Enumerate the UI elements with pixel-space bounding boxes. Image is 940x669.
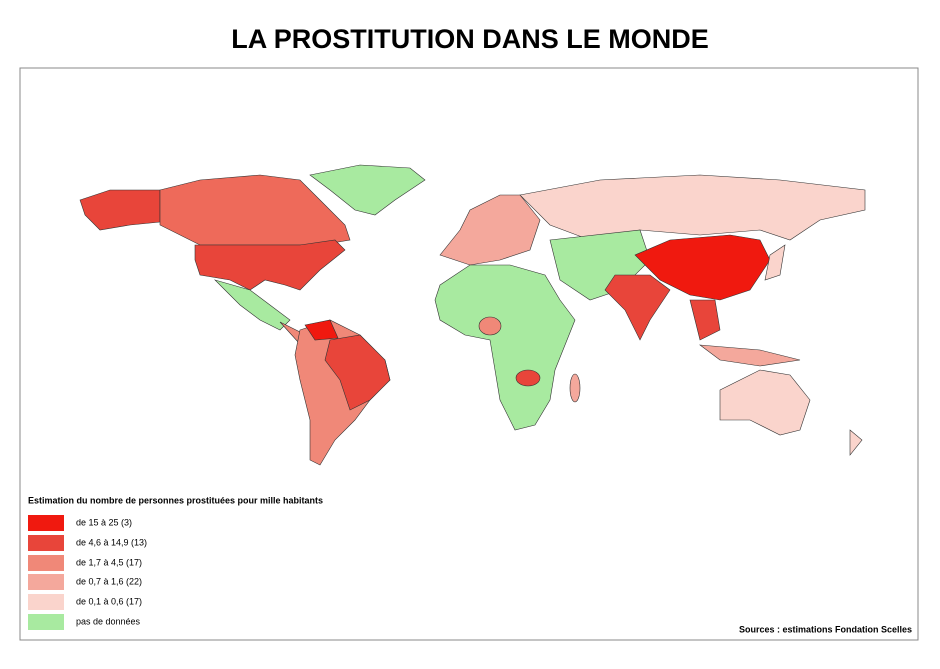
indonesia [698,344,801,367]
source: Sources : estimations Fondation Scelles [739,624,912,634]
legend-item: pas de données [76,616,141,626]
legend-title: Estimation du nombre de personnes prosti… [28,495,323,505]
legend-swatch [28,614,64,630]
southeast-asia [689,299,721,341]
legend-item: de 0,1 à 0,6 (17) [76,596,142,606]
india [604,274,671,341]
legend-swatch [28,594,64,610]
legend-item: de 0,7 à 1,6 (22) [76,576,142,586]
canada [159,174,351,246]
japan [764,244,786,281]
legend-swatch [28,574,64,590]
africa [434,264,576,431]
usa [194,239,346,291]
mexico [213,279,291,331]
legend: de 15 à 25 (3) de 4,6 à 14,9 (13) de 1,7… [28,515,147,630]
alaska [79,189,161,231]
title: LA PROSTITUTION DANS LE MONDE [231,24,709,54]
nigeria [478,316,502,336]
legend-swatch [28,515,64,531]
map-frame [19,67,919,641]
venezuela [304,319,339,341]
madagascar [569,373,581,403]
new-zealand [849,429,863,456]
china [634,234,771,301]
legend-item: de 1,7 à 4,5 (17) [76,557,142,567]
legend-swatch [28,555,64,571]
legend-item: de 4,6 à 14,9 (13) [76,537,147,547]
legend-swatch [28,535,64,551]
europe [439,194,541,266]
brazil [324,334,391,411]
australia [719,369,811,436]
greenland [309,164,426,216]
world-map [79,164,866,466]
zambia [515,369,541,387]
legend-item: de 15 à 25 (3) [76,517,132,527]
